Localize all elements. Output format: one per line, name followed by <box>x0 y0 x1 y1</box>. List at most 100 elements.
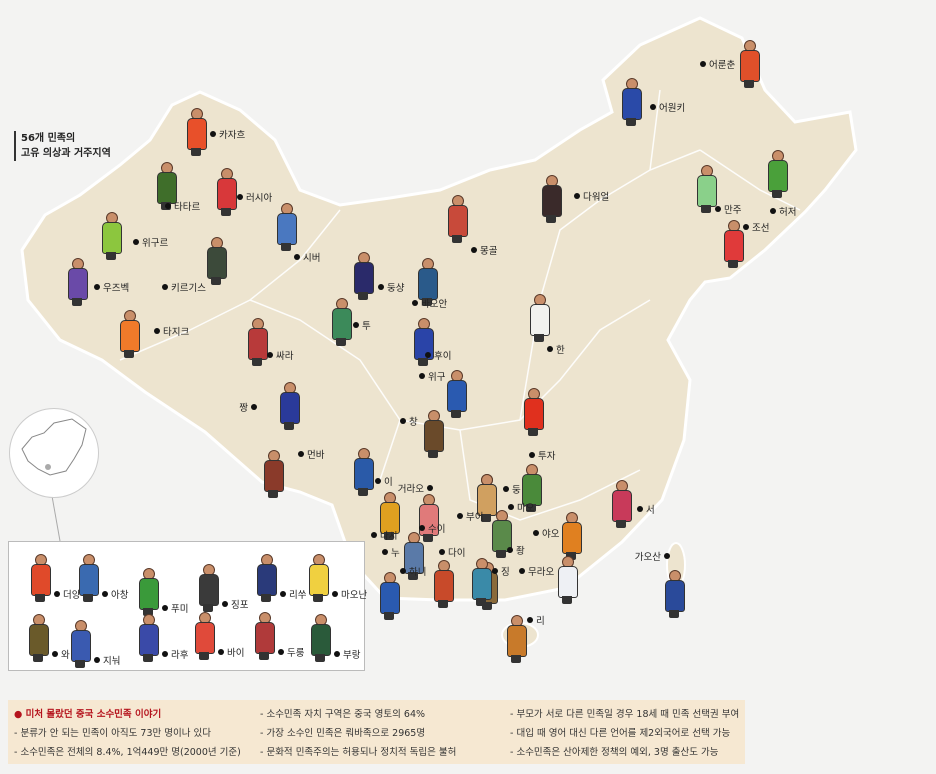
location-dot-icon <box>251 404 257 410</box>
group-name: 투자 <box>538 451 556 462</box>
location-dot-icon <box>770 208 776 214</box>
group-name: 조선 <box>752 223 770 234</box>
ethnic-group-label: 몽골 <box>468 246 497 258</box>
ethnic-group-label: 타지크 <box>151 327 189 339</box>
costume-figure-icon <box>560 512 582 560</box>
ethnic-group-label: 야오 <box>530 529 559 541</box>
costume-figure-icon <box>446 195 468 243</box>
costume-figure-icon <box>29 554 51 602</box>
group-name: 다워얼 <box>583 192 610 203</box>
location-dot-icon <box>533 530 539 536</box>
costume-figure-icon <box>246 318 268 366</box>
ethnic-group-label: 위구 <box>416 372 445 384</box>
group-name: 와 <box>61 650 70 661</box>
ethnic-group-label: 누 <box>379 548 400 560</box>
costume-figure-icon <box>417 494 439 542</box>
group-name: 하니 <box>409 567 427 578</box>
group-name: 러시아 <box>246 193 273 204</box>
group-name: 둥 <box>512 485 521 496</box>
map-title: 56개 민족의 고유 의상과 거주지역 <box>14 131 111 161</box>
ethnic-group-label: 조선 <box>740 223 769 235</box>
ethnic-group-label: 가오산 <box>635 552 673 564</box>
ethnic-group-label: 바오안 <box>409 299 447 311</box>
location-dot-icon <box>457 513 463 519</box>
ethnic-group-label: 리 <box>524 616 545 628</box>
ethnic-group-label: 우즈벡 <box>91 283 129 295</box>
group-name: 리쑤 <box>289 590 307 601</box>
group-name: 누 <box>391 548 400 559</box>
costume-figure-icon <box>69 620 91 668</box>
ethnic-group-label: 어원키 <box>647 103 685 115</box>
costume-figure-icon <box>352 252 374 300</box>
group-name: 투 <box>362 321 371 332</box>
inset-group-label: 부랑 <box>331 650 360 662</box>
inset-group-label: 리쑤 <box>277 590 306 602</box>
costume-figure-icon <box>722 220 744 268</box>
group-name: 가오산 <box>634 552 661 563</box>
group-name: 카자흐 <box>219 130 246 141</box>
costume-figure-icon <box>432 560 454 608</box>
location-dot-icon <box>154 328 160 334</box>
costume-figure-icon <box>695 165 717 213</box>
costume-figure-icon <box>193 612 215 660</box>
southwest-minorities-inset: 더앙 아창 푸미 징포 리쑤 마오난 와 지눠 라후 바이 두룽 부랑 <box>8 541 368 671</box>
costume-figure-icon <box>100 212 122 260</box>
group-name: 리 <box>536 616 545 627</box>
inset-connector <box>51 495 61 542</box>
location-dot-icon <box>278 649 284 655</box>
group-name: 시버 <box>303 253 321 264</box>
location-dot-icon <box>332 591 338 597</box>
ethnic-group-label: 나시 <box>368 531 397 543</box>
costume-figure-icon <box>610 480 632 528</box>
group-name: 나시 <box>380 531 398 542</box>
costume-figure-icon <box>522 388 544 436</box>
location-dot-icon <box>267 352 273 358</box>
inset-group-label: 푸미 <box>159 604 188 616</box>
group-name: 바이 <box>227 648 245 659</box>
costume-figure-icon <box>470 558 492 606</box>
costume-figure-icon <box>528 294 550 342</box>
costume-figure-icon <box>738 40 760 88</box>
inset-group-label: 아창 <box>99 590 128 602</box>
ethnic-group-label: 다이 <box>436 548 465 560</box>
costume-figure-icon <box>262 450 284 498</box>
fact-item: - 문화적 민족주의는 허용되나 정치적 독립은 불허 <box>260 747 457 758</box>
inset-group-label: 바이 <box>215 648 244 660</box>
ethnic-group-label: 좡 <box>504 546 525 558</box>
location-dot-icon <box>650 104 656 110</box>
ethnic-group-label: 싸라 <box>264 351 293 363</box>
locator-china-icon <box>21 418 87 476</box>
group-name: 키르기스 <box>171 283 206 294</box>
location-dot-icon <box>371 532 377 538</box>
costume-figure-icon <box>278 382 300 430</box>
location-dot-icon <box>280 591 286 597</box>
location-dot-icon <box>165 203 171 209</box>
group-name: 지눠 <box>103 656 121 667</box>
group-name: 만주 <box>724 205 742 216</box>
group-name: 어룬춘 <box>709 60 736 71</box>
location-dot-icon <box>743 224 749 230</box>
group-name: 이 <box>384 477 393 488</box>
costume-figure-icon <box>309 614 331 662</box>
group-name: 몽골 <box>480 246 498 257</box>
location-dot-icon <box>218 649 224 655</box>
costume-figure-icon <box>66 258 88 306</box>
group-name: 위구르 <box>142 238 169 249</box>
group-name: 타타르 <box>174 202 201 213</box>
group-name: 후이 <box>434 351 452 362</box>
location-dot-icon <box>353 322 359 328</box>
fact-item: - 분류가 안 되는 민족이 아직도 73만 명이나 있다 <box>14 728 211 739</box>
title-line-1: 56개 민족의 <box>21 133 76 144</box>
location-dot-icon <box>700 61 706 67</box>
costume-figure-icon <box>205 237 227 285</box>
ethnic-group-label: 러시아 <box>234 193 272 205</box>
location-dot-icon <box>508 504 514 510</box>
group-name: 한 <box>556 345 565 356</box>
group-name: 마오난 <box>341 590 368 601</box>
location-dot-icon <box>54 591 60 597</box>
ethnic-group-label: 마오 <box>505 503 534 515</box>
location-dot-icon <box>210 131 216 137</box>
group-name: 위구 <box>428 372 446 383</box>
title-line-2: 고유 의상과 거주지역 <box>21 148 111 159</box>
ethnic-group-label: 위구르 <box>130 238 168 250</box>
